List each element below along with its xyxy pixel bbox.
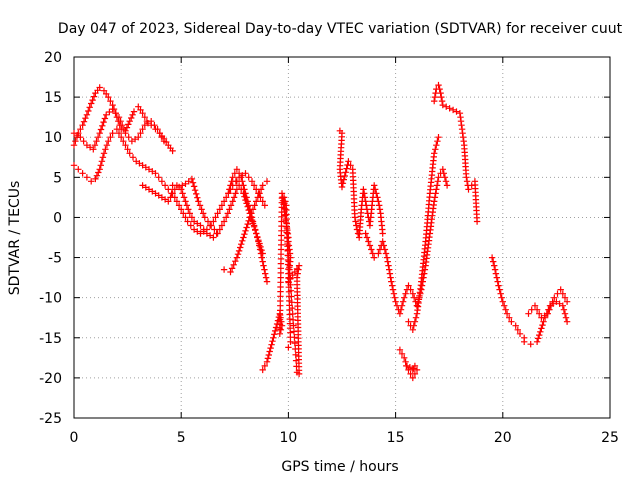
y-tick-label: -25 [39, 411, 62, 427]
data-point-markers [413, 166, 451, 309]
y-tick-label: -5 [48, 251, 62, 267]
series-7 [233, 178, 266, 257]
y-tick-label: -15 [39, 331, 62, 347]
plot-frame [73, 56, 611, 419]
data-point-markers [405, 134, 442, 333]
data-point-markers [488, 254, 528, 341]
data-layer [70, 81, 571, 382]
data-point-markers [70, 105, 168, 153]
y-tick-label: 20 [44, 50, 62, 66]
data-point-markers [169, 175, 221, 237]
x-tick-label: 0 [70, 430, 79, 446]
y-tick-label: 0 [53, 210, 62, 226]
series-4 [169, 175, 221, 237]
y-tick-label: -10 [39, 291, 62, 307]
data-point-markers [139, 182, 241, 241]
data-point-markers [525, 286, 571, 321]
chart-title: Day 047 of 2023, Sidereal Day-to-day VTE… [58, 21, 623, 37]
data-point-markers [233, 178, 266, 257]
series-12 [405, 134, 442, 333]
series-14 [431, 81, 481, 225]
x-tick-label: 25 [601, 430, 619, 446]
series-16 [521, 298, 571, 348]
series-8 [259, 190, 303, 378]
series-15 [488, 254, 528, 341]
y-tick-label: -20 [39, 371, 62, 387]
x-tick-label: 20 [494, 430, 512, 446]
x-tick-label: 10 [279, 430, 297, 446]
series-17 [525, 286, 571, 321]
data-point-markers [431, 81, 481, 225]
x-tick-label: 15 [387, 430, 405, 446]
y-tick-label: 10 [44, 130, 62, 146]
y-axis-label: SDTVAR / TECUs [7, 181, 23, 296]
y-tick-label: 5 [53, 170, 62, 186]
axis-layer: 0 5 10 15 20 25 -25 -20 -15 -10 -5 0 5 10 15 20 [39, 50, 619, 446]
series-10 [362, 230, 421, 317]
y-tick-label: 15 [44, 90, 62, 106]
series-9 [336, 127, 386, 241]
grid-layer [74, 57, 610, 418]
x-axis-label: GPS time / hours [281, 459, 398, 475]
data-point-markers [362, 230, 421, 317]
series-1 [70, 105, 168, 153]
x-tick-label: 5 [177, 430, 186, 446]
data-point-markers [259, 190, 303, 378]
series-3 [139, 182, 241, 241]
data-point-markers [396, 346, 421, 382]
series-13 [413, 166, 451, 309]
data-point-markers [521, 298, 571, 348]
data-point-markers [336, 127, 386, 241]
series-11 [396, 346, 421, 382]
